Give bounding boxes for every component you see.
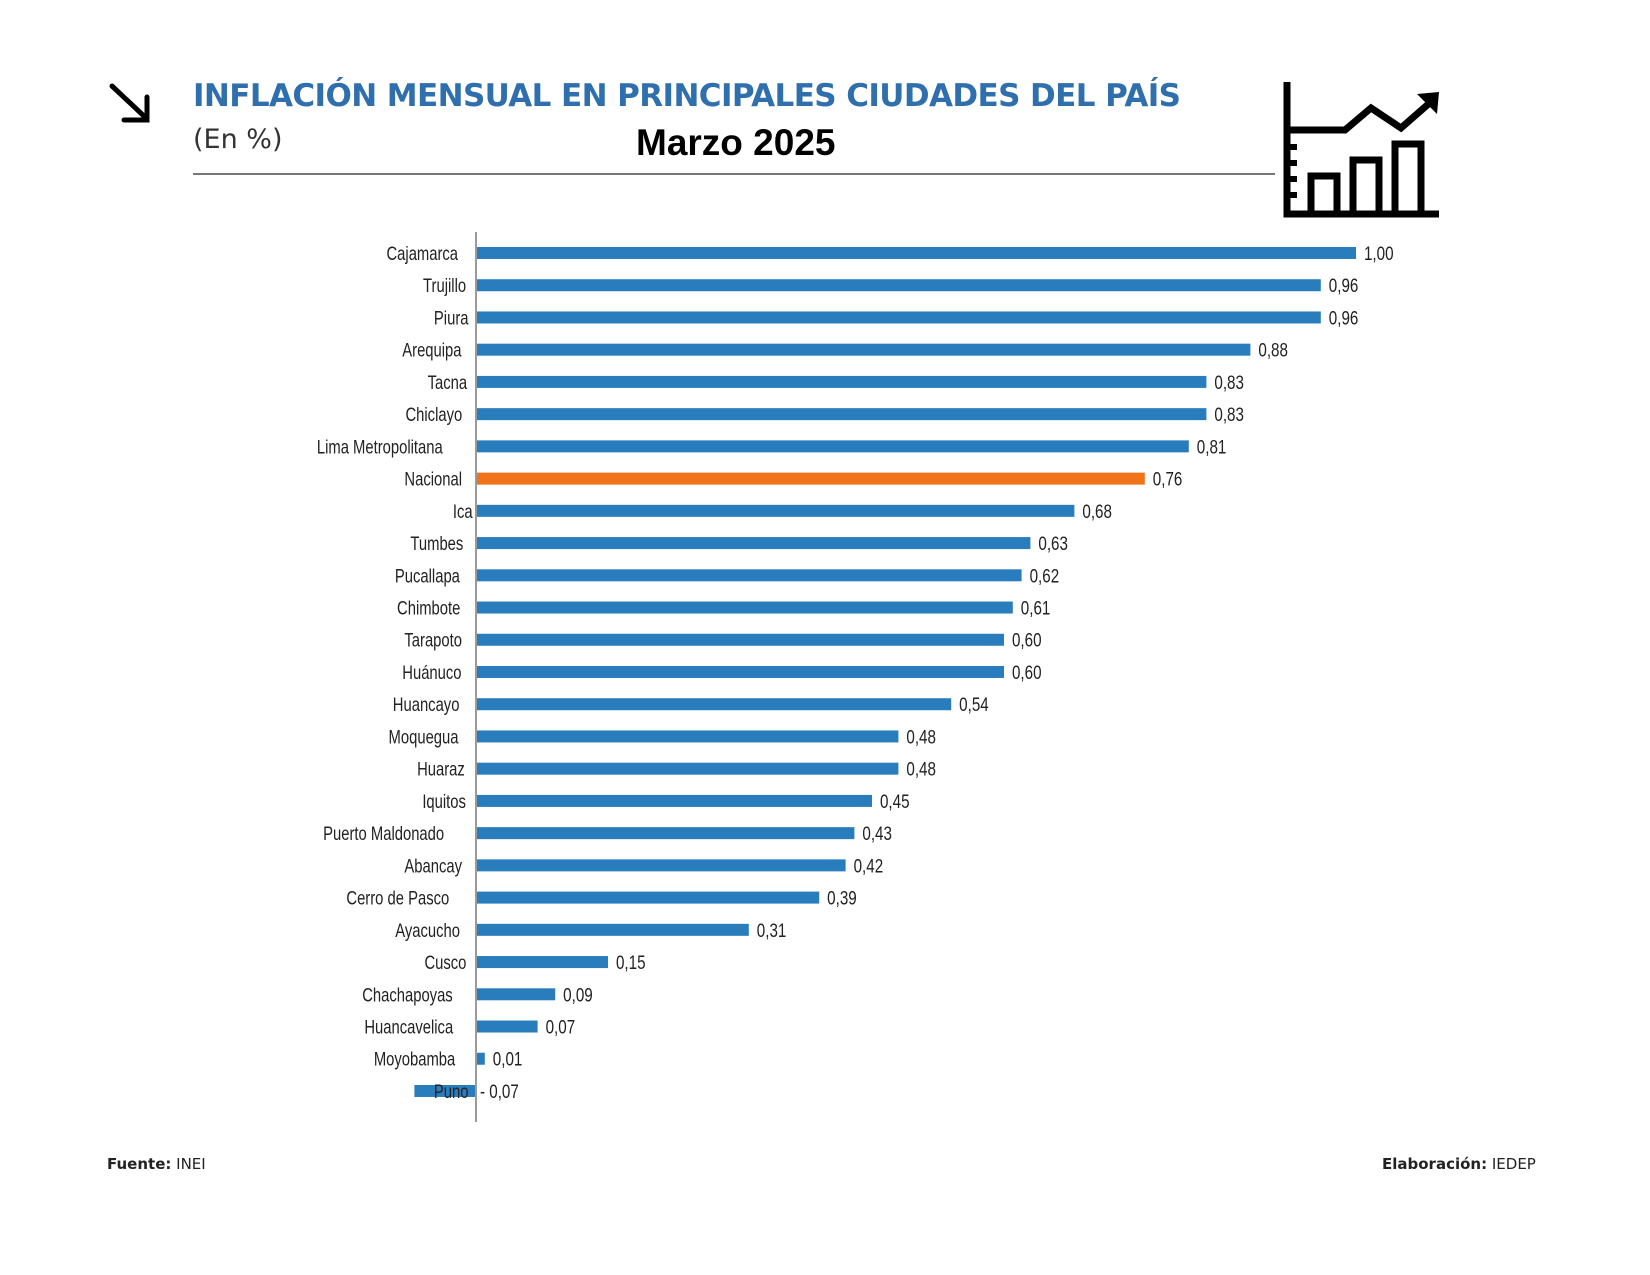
category-label: Tarapoto <box>404 630 462 651</box>
value-label: 1,00 <box>1364 242 1394 264</box>
value-label: 0,01 <box>493 1048 523 1070</box>
value-label: 0,31 <box>757 919 787 941</box>
category-label: Huancavelica <box>364 1017 453 1038</box>
bar-cerro-de-pasco <box>476 891 820 904</box>
bar-moyobamba <box>476 1052 485 1065</box>
value-label: 0,39 <box>827 887 857 909</box>
bar-nacional <box>476 472 1145 485</box>
category-label: Cajamarca <box>386 243 458 264</box>
value-label: 0,54 <box>959 694 989 716</box>
category-label: Huánuco <box>402 662 461 683</box>
category-label: Ayacucho <box>395 920 460 941</box>
category-label: Ica <box>453 501 473 522</box>
value-label: 0,15 <box>616 951 646 973</box>
category-label: Puerto Maldonado <box>323 823 444 844</box>
value-label: 0,60 <box>1012 629 1042 651</box>
chart-period: Marzo 2025 <box>636 122 836 163</box>
category-label: Pucallapa <box>395 566 460 587</box>
bar-tumbes <box>476 537 1031 550</box>
bar-chimbote <box>476 601 1013 614</box>
bar-abancay <box>476 859 846 872</box>
category-label: Huaraz <box>417 759 465 780</box>
header-divider <box>193 173 1275 175</box>
category-label: Chachapoyas <box>362 985 453 1006</box>
bar-puerto-maldonado <box>476 827 855 840</box>
credit-value: IEDEP <box>1487 1155 1536 1173</box>
bar-arequipa <box>476 343 1251 356</box>
bar-moquegua <box>476 730 899 743</box>
bar-piura <box>476 311 1321 324</box>
category-label: Puno <box>434 1081 469 1102</box>
value-label: 0,62 <box>1030 565 1060 587</box>
category-label: Cusco <box>424 952 466 973</box>
category-label: Abancay <box>404 856 462 877</box>
value-label: 0,76 <box>1153 468 1183 490</box>
credit-label: Elaboración: <box>1382 1155 1488 1173</box>
bar-huancayo <box>476 698 952 711</box>
category-label: Huancayo <box>393 694 460 715</box>
value-label: 0,60 <box>1012 661 1042 683</box>
category-label: Moyobamba <box>374 1049 456 1070</box>
credit-note: Elaboración: IEDEP <box>1382 1155 1536 1173</box>
category-label: Iquitos <box>422 791 466 812</box>
bar-huancavelica <box>476 1020 538 1033</box>
value-label: 0,96 <box>1329 275 1359 297</box>
value-label: 0,07 <box>546 1016 576 1038</box>
value-label: - 0,07 <box>480 1080 519 1102</box>
category-label: Trujillo <box>423 276 466 297</box>
bar-tarapoto <box>476 633 1004 646</box>
value-label: 0,48 <box>906 758 936 780</box>
bar-ayacucho <box>476 923 749 936</box>
bar-cusco <box>476 956 608 969</box>
value-label: 0,83 <box>1214 371 1244 393</box>
value-label: 0,61 <box>1021 597 1051 619</box>
arrow-down-right-icon <box>109 83 150 123</box>
value-label: 0,45 <box>880 790 910 812</box>
category-label: Chimbote <box>397 598 460 619</box>
value-label: 0,96 <box>1329 307 1359 329</box>
value-label: 0,48 <box>906 726 936 748</box>
chart-title: INFLACIÓN MENSUAL EN PRINCIPALES CIUDADE… <box>193 78 1181 114</box>
category-label: Tacna <box>428 372 468 393</box>
value-label: 0,83 <box>1214 403 1244 425</box>
bar-puno <box>414 1084 476 1097</box>
category-label: Cerro de Pasco <box>346 888 449 909</box>
chart-unit-subtitle: (En %) <box>193 124 283 155</box>
value-label: 0,88 <box>1258 339 1288 361</box>
bar-tacna <box>476 375 1207 388</box>
value-label: 0,63 <box>1038 532 1068 554</box>
category-label: Nacional <box>404 469 462 490</box>
bar-pucallapa <box>476 569 1022 582</box>
bar-cajamarca <box>476 247 1356 259</box>
value-label: 0,81 <box>1197 436 1227 458</box>
category-label: Moquegua <box>389 727 459 748</box>
value-label: 0,09 <box>563 984 593 1006</box>
value-label: 0,68 <box>1082 500 1112 522</box>
category-label: Piura <box>434 308 469 329</box>
value-label: 0,43 <box>862 822 892 844</box>
bar-trujillo <box>476 279 1321 292</box>
bar-huánuco <box>476 665 1004 678</box>
bar-chiclayo <box>476 408 1207 421</box>
category-label: Arequipa <box>402 340 462 361</box>
category-label: Lima Metropolitana <box>317 437 443 458</box>
bar-huaraz <box>476 762 899 775</box>
bar-ica <box>476 504 1075 517</box>
value-label: 0,42 <box>854 855 884 877</box>
source-note: Fuente: INEI <box>107 1155 206 1173</box>
bar-chachapoyas <box>476 988 556 1001</box>
source-value: INEI <box>171 1155 206 1173</box>
bar-iquitos <box>476 794 872 807</box>
bar-lima-metropolitana <box>476 440 1189 453</box>
chart-growth-icon <box>1283 82 1439 218</box>
category-label: Chiclayo <box>405 404 462 425</box>
source-label: Fuente: <box>107 1155 172 1173</box>
category-label: Tumbes <box>410 533 463 554</box>
